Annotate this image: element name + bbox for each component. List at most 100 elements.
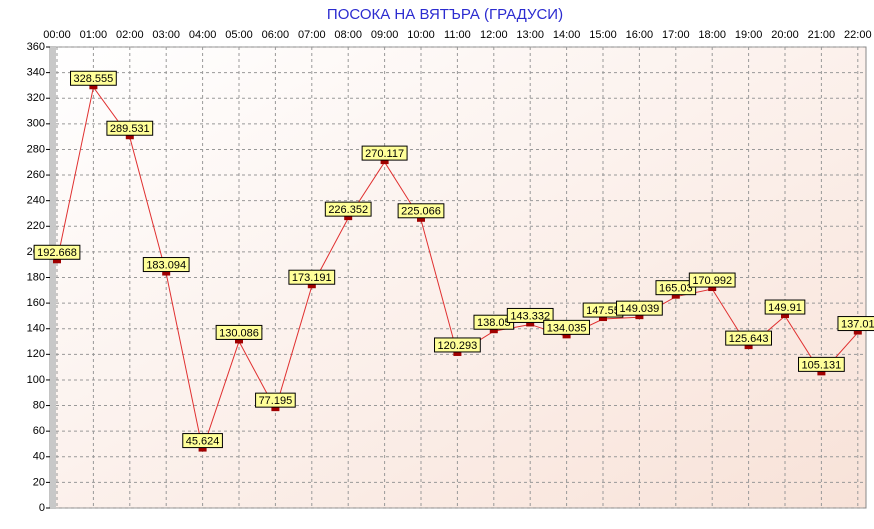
point-marker	[853, 330, 862, 335]
y-tick-label: 120	[27, 348, 45, 360]
x-tick-label: 08:00	[334, 29, 362, 41]
data-label-box	[106, 120, 154, 136]
point-marker	[344, 216, 353, 221]
y-tick-label: 260	[27, 169, 45, 181]
data-label: 183.094	[146, 259, 186, 271]
y-tick-label: 220	[27, 220, 45, 232]
point-marker	[562, 334, 571, 339]
data-label: 77.195	[259, 395, 293, 407]
point-marker	[125, 135, 134, 140]
data-label: 120.293	[438, 340, 478, 352]
point-marker	[708, 287, 717, 292]
x-tick-label: 11:00	[444, 29, 471, 41]
data-label: 149.039	[620, 303, 660, 315]
x-tick-label: 17:00	[662, 29, 690, 41]
y-tick-label: 280	[27, 143, 45, 155]
data-label-box	[688, 272, 736, 288]
y-tick-label: 0	[39, 502, 45, 514]
data-label-box	[324, 201, 372, 217]
point-marker	[526, 322, 535, 327]
x-tick-label: 22:00	[844, 29, 872, 41]
x-tick-label: 00:00	[43, 29, 71, 41]
x-tick-label: 19:00	[735, 29, 763, 41]
data-label: 289.531	[110, 123, 150, 135]
data-label: 170.992	[692, 275, 732, 287]
x-tick-label: 15:00	[589, 29, 617, 41]
point-marker	[635, 315, 644, 320]
x-tick-label: 02:00	[116, 29, 144, 41]
data-label-box	[798, 356, 845, 372]
x-tick-label: 10:00	[407, 29, 435, 41]
data-label-box	[255, 392, 296, 408]
y-tick-label: 100	[27, 374, 45, 386]
y-tick-label: 40	[33, 451, 45, 463]
plot-wall	[50, 47, 56, 508]
data-label: 165.03	[659, 283, 693, 295]
data-label-box	[506, 307, 554, 323]
x-tick-label: 12:00	[480, 29, 508, 41]
data-label: 328.555	[74, 73, 114, 85]
point-marker	[817, 371, 826, 376]
data-label: 173.191	[292, 272, 332, 284]
x-tick-label: 21:00	[808, 29, 836, 41]
chart-title: ПОСОКА НА ВЯТЪРА (ГРАДУСИ)	[327, 6, 563, 23]
data-label: 143.332	[510, 310, 550, 322]
data-label-box	[434, 337, 481, 353]
data-label-box	[397, 203, 445, 219]
data-label: 45.624	[186, 435, 220, 447]
data-label-box	[837, 316, 874, 332]
x-tick-label: 07:00	[298, 29, 326, 41]
x-tick-label: 06:00	[262, 29, 290, 41]
data-label-box	[764, 299, 806, 315]
x-tick-label: 13:00	[516, 29, 544, 41]
y-tick-label: 20	[33, 476, 45, 488]
point-marker	[198, 447, 207, 452]
point-marker	[599, 317, 607, 322]
point-marker	[89, 85, 98, 90]
data-label: 138.05	[477, 317, 511, 329]
y-tick-label: 320	[27, 92, 45, 104]
data-label-box	[182, 433, 223, 449]
y-tick-label: 180	[27, 271, 45, 283]
data-label: 105.131	[802, 359, 842, 371]
x-tick-label: 03:00	[152, 29, 180, 41]
x-tick-label: 01:00	[80, 29, 108, 41]
data-label-box	[361, 145, 408, 161]
x-tick-label: 09:00	[371, 29, 399, 41]
point-marker	[53, 259, 61, 264]
y-tick-label: 60	[33, 425, 45, 437]
x-tick-label: 20:00	[771, 29, 799, 41]
data-label: 192.668	[37, 247, 77, 259]
data-label: 149.91	[768, 302, 802, 314]
data-label: 130.086	[219, 327, 259, 339]
point-marker	[453, 351, 462, 356]
point-marker	[235, 339, 243, 344]
x-tick-label: 05:00	[225, 29, 253, 41]
data-label: 270.117	[365, 148, 404, 160]
point-marker	[489, 329, 498, 334]
point-marker	[744, 345, 753, 350]
data-label-box	[70, 70, 117, 86]
data-label-box	[725, 330, 772, 346]
point-marker	[271, 407, 280, 412]
x-tick-label: 16:00	[626, 29, 654, 41]
x-tick-label: 14:00	[553, 29, 581, 41]
y-tick-label: 300	[27, 118, 45, 130]
point-marker	[307, 284, 316, 289]
data-label: 147.55	[586, 305, 620, 317]
y-tick-label: 340	[27, 67, 45, 79]
x-tick-label: 18:00	[698, 29, 726, 41]
data-label-box	[616, 300, 663, 316]
data-label: 137.01	[841, 318, 874, 330]
point-marker	[162, 271, 171, 276]
data-label-box	[142, 257, 190, 273]
point-marker	[380, 160, 389, 165]
data-label-box	[33, 244, 81, 260]
data-label-box	[543, 319, 590, 335]
y-tick-label: 160	[27, 297, 45, 309]
data-label: 225.066	[401, 206, 441, 218]
point-marker	[671, 294, 680, 299]
y-tick-label: 80	[33, 399, 45, 411]
data-label-box	[655, 280, 697, 296]
